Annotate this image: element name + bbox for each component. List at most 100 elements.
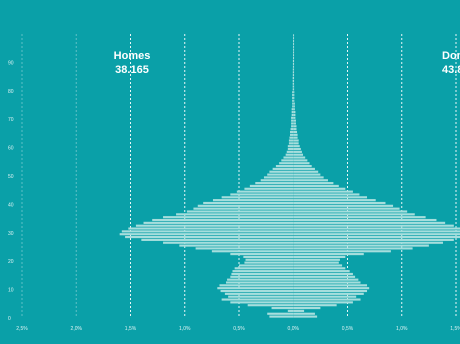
bar-women bbox=[293, 306, 321, 310]
bar-women bbox=[293, 179, 328, 182]
bar-men bbox=[225, 281, 294, 284]
bar-women bbox=[293, 139, 299, 142]
bar-men bbox=[230, 301, 294, 304]
bar-women bbox=[293, 289, 368, 293]
bar-women bbox=[293, 230, 460, 233]
bar-men bbox=[249, 184, 294, 188]
bar-women bbox=[293, 51, 295, 54]
bar-men bbox=[121, 230, 294, 233]
bar-men bbox=[292, 93, 294, 97]
bar-men bbox=[279, 162, 294, 165]
bar-women bbox=[293, 275, 356, 278]
bar-men bbox=[230, 253, 294, 256]
bar-men bbox=[287, 145, 294, 148]
bar-women bbox=[293, 281, 361, 284]
bar-men bbox=[283, 156, 294, 159]
bar-women bbox=[293, 255, 346, 259]
bar-men bbox=[244, 187, 294, 190]
bar-men bbox=[286, 150, 294, 153]
bar-women bbox=[293, 182, 334, 185]
y-tick-label: 50 bbox=[8, 174, 14, 180]
bar-men bbox=[291, 125, 294, 128]
bar-women bbox=[293, 150, 302, 153]
bar-men bbox=[272, 167, 294, 170]
x-tick-label: 1,5% bbox=[450, 326, 460, 332]
bar-women bbox=[293, 221, 446, 224]
bar-men bbox=[212, 199, 294, 202]
bar-women bbox=[293, 48, 295, 51]
bar-women bbox=[293, 224, 454, 227]
bar-women bbox=[293, 298, 361, 301]
bar-men bbox=[291, 113, 294, 117]
bar-men bbox=[193, 207, 294, 210]
bar-men bbox=[291, 122, 294, 125]
bar-men bbox=[119, 233, 294, 236]
bar-women bbox=[293, 82, 295, 85]
bar-men bbox=[292, 85, 294, 88]
bar-men bbox=[141, 238, 294, 241]
bar-women bbox=[293, 247, 413, 250]
bar-men bbox=[176, 213, 294, 216]
bar-women bbox=[293, 304, 337, 307]
tick-layer: 0 10 20 30 40 50 60 70 80 90 2,5% 2,0% 1,5% 1,0% 0,5% 0… bbox=[8, 60, 460, 332]
men-total: 38.165 bbox=[115, 64, 149, 76]
bar-men bbox=[219, 284, 294, 287]
bar-men bbox=[287, 147, 294, 151]
bar-women bbox=[293, 111, 296, 114]
bar-men bbox=[288, 139, 294, 142]
bar-women bbox=[293, 65, 295, 68]
bar-men bbox=[221, 298, 294, 301]
y-tick-label: 40 bbox=[8, 202, 14, 208]
bar-men bbox=[275, 164, 294, 168]
bar-women bbox=[293, 59, 295, 63]
bar-men bbox=[247, 304, 294, 307]
bar-women bbox=[293, 99, 295, 102]
y-tick-label: 0 bbox=[8, 316, 11, 322]
bar-women bbox=[293, 264, 343, 267]
bar-men bbox=[152, 218, 294, 222]
bar-women bbox=[293, 173, 321, 176]
bar-men bbox=[197, 204, 294, 207]
bar-men bbox=[227, 278, 294, 281]
bar-men bbox=[292, 105, 294, 108]
bar-men bbox=[292, 88, 294, 91]
bar-men bbox=[236, 190, 294, 193]
bar-women bbox=[293, 153, 304, 156]
annotation-layer: Homes 38.165 Dones 43.8 bbox=[114, 50, 460, 76]
bar-men bbox=[292, 79, 294, 82]
bar-women bbox=[293, 218, 437, 222]
bar-women bbox=[293, 119, 296, 122]
bar-men bbox=[230, 275, 294, 278]
bar-men bbox=[291, 111, 294, 114]
bar-women bbox=[293, 156, 306, 159]
bar-men bbox=[291, 119, 294, 122]
bar-women bbox=[293, 207, 400, 210]
bar-men bbox=[186, 210, 294, 213]
bar-women bbox=[293, 68, 295, 71]
y-tick-label: 30 bbox=[8, 231, 14, 237]
bar-women bbox=[293, 142, 299, 145]
bar-men bbox=[163, 241, 294, 244]
bar-women bbox=[293, 295, 357, 298]
bar-women bbox=[293, 227, 460, 230]
bar-women bbox=[293, 164, 312, 168]
bar-men bbox=[143, 221, 294, 224]
grid-layer bbox=[21, 34, 457, 318]
bar-women bbox=[293, 159, 308, 162]
bar-men bbox=[239, 264, 294, 267]
bar-men bbox=[292, 96, 294, 99]
bar-men bbox=[290, 128, 294, 131]
bar-women bbox=[293, 105, 295, 108]
bar-men bbox=[292, 76, 294, 80]
bar-men bbox=[217, 287, 294, 290]
bar-women bbox=[293, 210, 408, 213]
bar-women bbox=[293, 85, 295, 88]
bar-men bbox=[292, 102, 294, 105]
bar-men bbox=[267, 173, 294, 176]
bar-women bbox=[293, 42, 295, 46]
bar-women bbox=[293, 253, 364, 256]
bar-men bbox=[128, 227, 294, 230]
bar-layer bbox=[119, 34, 460, 318]
bar-women bbox=[293, 176, 324, 179]
bar-women bbox=[293, 267, 346, 270]
